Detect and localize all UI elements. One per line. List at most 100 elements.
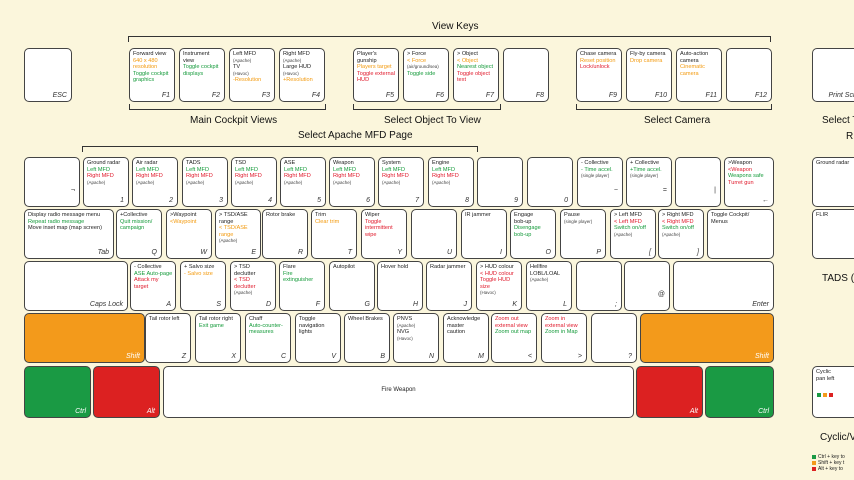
key-h[interactable]: Hover hold H <box>377 261 423 311</box>
key-function-text: campaign <box>120 225 145 232</box>
key-k[interactable]: > HUD colour < HUD colour Toggle HUD size (H… <box>476 261 522 311</box>
key-esc[interactable]: ESC <box>24 48 72 102</box>
key-f[interactable]: Flare Fire extinguisher F <box>279 261 325 311</box>
key-n5[interactable]: ASE Left MFD Right MFD (Apache) 5 <box>280 157 326 207</box>
key-q[interactable]: +Collective Quit mission/campaign Q <box>116 209 162 259</box>
key-f1[interactable]: Forward view 640 x 480 resolution Toggle co… <box>129 48 175 102</box>
key-function-text: Wheel Brakes <box>348 316 383 322</box>
key-y[interactable]: Wiper Toggle intermittent wipe Y <box>361 209 407 259</box>
key-function-text: Trim <box>315 212 326 218</box>
key-caps[interactable]: Caps Lock <box>24 261 128 311</box>
key-cap-label: Print Screen <box>828 92 854 99</box>
key-d[interactable]: > TSD declutter < TSD declutter (Apache) D <box>230 261 276 311</box>
key-f11[interactable]: Auto-action camera Cinematic camera F11 <box>676 48 722 102</box>
key-enter-top[interactable]: Toggle Cockpit/Menus <box>707 209 774 259</box>
key-m[interactable]: Acknowledge master caution M <box>443 313 489 363</box>
key-symbol: − <box>613 187 618 194</box>
key-n1[interactable]: Ground radar Left MFD Right MFD (Apache) 1 <box>83 157 129 207</box>
key-l[interactable]: Hellfire LOBL/LOAL (Apache) L <box>526 261 572 311</box>
key-n3[interactable]: TADS Left MFD Right MFD (Apache) 3 <box>182 157 228 207</box>
key-f4[interactable]: Right MFD (Apache) Large HUD (Havoc) +Resolu… <box>279 48 325 102</box>
select-object-bracket <box>353 104 501 110</box>
key-enter[interactable]: Enter <box>673 261 774 311</box>
key-period[interactable]: Zoom in external view Zoom in Map > <box>541 313 587 363</box>
key-o[interactable]: Engage bob-up Disengage bob-up O <box>510 209 556 259</box>
key-rctrl[interactable]: Ctrl <box>705 366 774 418</box>
key-lctrl[interactable]: Ctrl <box>24 366 91 418</box>
key-u[interactable]: U <box>411 209 457 259</box>
key-function-text: + Collective <box>630 160 660 166</box>
key-prtsc[interactable]: Print Screen <box>812 48 854 102</box>
key-f7[interactable]: > Object < Object Nearest object Toggle obj… <box>453 48 499 102</box>
key-j[interactable]: Radar jammer J <box>426 261 472 311</box>
key-f6[interactable]: > Force < Force (air/ground/sea) Toggle sid… <box>403 48 449 102</box>
key-w[interactable]: >Waypoint <Waypoint W <box>166 209 212 259</box>
key-f10[interactable]: Fly-by camera Drop camera F10 <box>626 48 672 102</box>
key-symbol: ¬ <box>70 187 75 194</box>
key-semicolon[interactable]: ; <box>576 261 622 311</box>
key-n9[interactable]: 9 <box>477 157 523 207</box>
key-function-text: Left MFD <box>87 166 111 173</box>
key-flir-functions: FLIR <box>816 212 828 219</box>
key-z[interactable]: Tail rotor left Z <box>145 313 191 363</box>
key-minus[interactable]: - Collective - Time accel. (single player)… <box>577 157 623 207</box>
key-cap-label: 9 <box>514 197 518 204</box>
key-n[interactable]: PNVS (Apache) NVG (Havoc) N <box>393 313 439 363</box>
key-n2[interactable]: Air radar Left MFD Right MFD (Apache) 2 <box>132 157 178 207</box>
key-lalt[interactable]: Alt <box>93 366 160 418</box>
key-hash[interactable]: @ <box>624 261 670 311</box>
key-n7[interactable]: System Left MFD Right MFD (Apache) 7 <box>378 157 424 207</box>
key-flir[interactable]: FLIR <box>812 209 854 259</box>
key-ground-radar-r[interactable]: Ground radar <box>812 157 854 207</box>
key-period-functions: Zoom in external view Zoom in Map <box>545 316 578 336</box>
key-lbracket[interactable]: > Left MFD < Left MFD Switch on/off (Apache… <box>610 209 656 259</box>
key-f2[interactable]: Instrument view Toggle cockpit displays F2 <box>179 48 225 102</box>
key-space[interactable]: Fire Weapon <box>163 366 634 418</box>
key-i[interactable]: IR jammer I <box>461 209 507 259</box>
key-n4[interactable]: TSD Left MFD Right MFD (Apache) 4 <box>231 157 277 207</box>
key-enter-top-functions: Toggle Cockpit/Menus <box>711 212 749 225</box>
key-t[interactable]: Trim Clear trim T <box>311 209 357 259</box>
key-f9[interactable]: Chase camera Reset position Lock/unlock F9 <box>576 48 622 102</box>
key-b[interactable]: Wheel Brakes B <box>344 313 390 363</box>
key-tab[interactable]: Display radio message menu Repeat radio m… <box>24 209 114 259</box>
key-rshift[interactable]: Shift <box>640 313 774 363</box>
key-lshift[interactable]: Shift <box>24 313 145 363</box>
key-s[interactable]: + Salvo size - Salvo size S <box>180 261 226 311</box>
key-function-text: displays <box>183 70 204 77</box>
key-pipe[interactable]: | <box>675 157 721 207</box>
key-r[interactable]: Rotor brake R <box>262 209 308 259</box>
key-f5[interactable]: Player's gunship Players target Toggle exte… <box>353 48 399 102</box>
key-slash[interactable]: ? <box>591 313 637 363</box>
key-a[interactable]: - Collective ASE Auto-page Attack my target… <box>130 261 176 311</box>
key-e[interactable]: > TSD/ASE range < TSD/ASE range (Apache) E <box>215 209 261 259</box>
key-equals[interactable]: + Collective +Time accel. (single player) = <box>626 157 672 207</box>
key-f3[interactable]: Left MFD (Apache) TV (Havoc) -Resolution F3 <box>229 48 275 102</box>
key-function-text: (single player) <box>581 173 610 179</box>
key-n2-functions: Air radar Left MFD Right MFD (Apache) <box>136 160 163 186</box>
key-ralt[interactable]: Alt <box>636 366 703 418</box>
key-f8[interactable]: F8 <box>503 48 549 102</box>
key-n8[interactable]: Engine Left MFD Right MFD (Apache) 8 <box>428 157 474 207</box>
key-tilde[interactable]: ¬ <box>24 157 80 207</box>
key-f-functions: Flare Fire extinguisher <box>283 264 313 284</box>
key-function-text: navigation <box>299 322 325 329</box>
key-n6[interactable]: Weapon Left MFD Right MFD (Apache) 6 <box>329 157 375 207</box>
key-cap-label: 6 <box>366 197 370 204</box>
key-f12[interactable]: F12 <box>726 48 772 102</box>
key-x[interactable]: Tail rotor right Exit game X <box>195 313 241 363</box>
space-bar-label: Fire Weapon <box>381 387 416 393</box>
key-cap-label: U <box>446 249 452 256</box>
key-backspace[interactable]: >Weapon <Weapon Weapons safe Turret gun ← <box>724 157 774 207</box>
key-cap-label: F2 <box>211 92 220 99</box>
key-g[interactable]: Autopilot G <box>329 261 375 311</box>
key-v[interactable]: Toggle navigation lights V <box>295 313 341 363</box>
key-c[interactable]: Chaff Auto-counter-measures C <box>245 313 291 363</box>
key-n0[interactable]: 0 <box>527 157 573 207</box>
key-comma[interactable]: Zoom out external view Zoom out map < <box>491 313 537 363</box>
key-rbracket[interactable]: > Right MFD < Right MFD Switch on/off (Apac… <box>658 209 704 259</box>
key-function-text: (Apache) <box>662 231 681 237</box>
key-p[interactable]: Pause (single player) P <box>560 209 606 259</box>
key-function-text: Acknowledge <box>447 316 481 322</box>
